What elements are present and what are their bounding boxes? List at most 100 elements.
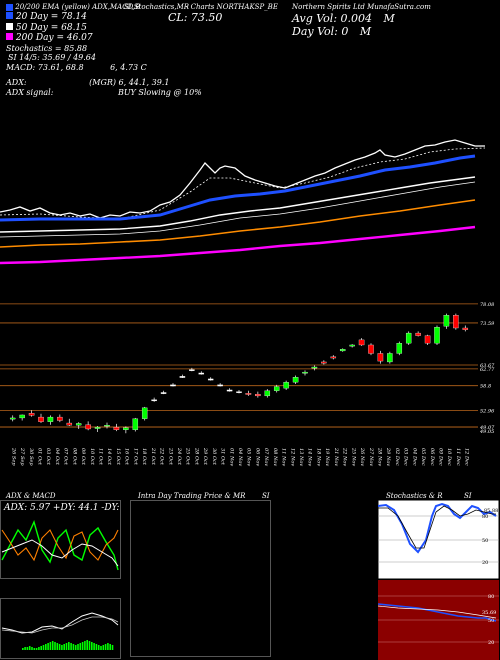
candle-bear: [321, 361, 327, 364]
date-tick-label: 13 Nov: [298, 448, 304, 466]
candle-bull: [198, 372, 205, 375]
ema20-swatch-icon: [6, 12, 13, 19]
candle-bull: [283, 382, 289, 389]
intraday-panel-title: Intra Day Trading Price & MR: [138, 492, 246, 500]
candle-bear: [255, 394, 261, 397]
ema20-line: [0, 154, 476, 222]
candle-bull: [311, 366, 318, 369]
candle-bear: [85, 424, 91, 430]
candle-bear: [453, 315, 459, 329]
date-tick-label: 24 Oct: [176, 447, 182, 466]
candle-bull: [47, 416, 54, 422]
date-tick-label: 11 Nov: [281, 448, 287, 466]
rsi-axis-20: 20: [488, 640, 494, 646]
date-tick-label: 01 Nov: [228, 448, 234, 466]
candle-bull: [170, 384, 176, 387]
price-level-label: 52.96: [480, 408, 495, 414]
price-level-label: 78.08: [480, 302, 494, 308]
date-tick-label: 12 Dec: [464, 448, 470, 466]
stoch-axis-50: 50: [482, 538, 488, 544]
date-tick-label: 02 Dec: [394, 448, 400, 466]
macd-bar: [47, 643, 49, 650]
candle-bear: [462, 327, 469, 330]
ema-short-dotted: [0, 147, 486, 220]
indicator-stats: 20 Day = 78.14 50 Day = 68.15 200 Day = …: [6, 12, 202, 97]
intraday-frame: [130, 500, 271, 657]
macd-bar: [79, 643, 82, 650]
macd-bar: [109, 644, 111, 650]
stoch-axis-20: 20: [482, 560, 488, 566]
date-tick-label: 18 Oct: [141, 448, 147, 466]
stoch-panel: 80 50 20 85.88 80 50 20 35.69: [378, 500, 499, 660]
header-line-left: 20/200 EMA (yellow) ADX,MACD,B: [15, 3, 141, 11]
candle-bull: [207, 378, 214, 381]
macd-bar: [81, 642, 84, 650]
rsi-axis-50: 50: [488, 618, 494, 624]
stoch-frame: [378, 500, 499, 579]
ema50-line: [0, 176, 476, 233]
candle-bull: [236, 391, 242, 393]
avg-vol-value: Avg Vol: 0.004: [292, 12, 373, 25]
candle-bear: [415, 332, 421, 336]
candle-bull: [226, 389, 233, 392]
ema50-value: 50 Day = 68.15: [15, 22, 87, 33]
legend-swatch-icon: [6, 3, 13, 11]
date-tick-label: 07 Oct: [63, 448, 69, 466]
candle-bull: [405, 332, 412, 344]
date-tick-label: 23 Oct: [167, 447, 173, 466]
candle-bull: [387, 353, 393, 363]
macd-bar: [97, 645, 100, 650]
candle-bull: [217, 384, 223, 387]
date-tick-label: 26 Nov: [359, 447, 365, 466]
adx-row: ADX: (MGR) 6, 44.1, 39.1: [6, 78, 202, 88]
day-vol-unit: M: [359, 25, 372, 38]
candles: [9, 313, 469, 434]
adx-vals: (MGR) 6, 44.1, 39.1: [89, 78, 170, 87]
date-tick-label: 16 Oct: [124, 448, 130, 466]
date-tick-label: 26 Sep: [10, 447, 16, 466]
macd-bar: [84, 641, 86, 650]
candle-bull: [9, 417, 16, 420]
date-tick-label: 03 Oct: [45, 448, 51, 466]
date-tick-label: 04 Oct: [54, 448, 60, 466]
candle-bear: [66, 422, 73, 426]
date-tick-label: 25 Oct: [185, 447, 191, 466]
date-tick-label: 18 Nov: [315, 448, 321, 466]
date-tick-label: 09 Dec: [437, 448, 443, 466]
adx-label: ADX:: [6, 78, 27, 87]
adx-readout: ADX: 5.97 +DY: 44.1 -DY: 39.13: [3, 503, 122, 513]
price-level-label: 73.59: [480, 321, 495, 327]
header-mid1: SI,Stochastics,MR: [124, 3, 190, 11]
adx-plus-line: [1, 519, 119, 571]
date-tick-label: 04 Nov: [237, 448, 243, 466]
date-tick-label: 10 Oct: [89, 448, 95, 466]
macd-histogram: [22, 640, 114, 650]
candle-bull: [434, 327, 440, 344]
macd-bar: [93, 643, 95, 650]
macd-bar: [33, 648, 36, 650]
ema20-value: 20 Day = 78.14: [15, 12, 87, 22]
candle-bear: [358, 339, 365, 346]
date-tick-label: 31 Oct: [220, 448, 226, 466]
ema-mid-line: [0, 181, 476, 238]
date-tick-label: 03 Dec: [403, 448, 409, 466]
date-tick-label: 09 Oct: [80, 448, 86, 466]
stoch-d-line: [378, 505, 496, 549]
candle-bull: [94, 427, 101, 429]
rsi-line: [378, 603, 497, 622]
macd-bar: [24, 647, 26, 650]
macd-bar: [70, 643, 72, 650]
macd-bar: [35, 648, 38, 650]
macd-bar: [74, 645, 77, 650]
date-tick-label: 12 Nov: [289, 448, 295, 466]
candle-bull: [396, 343, 403, 354]
macd-value: MACD: 73.61, 68.8: [6, 62, 84, 72]
candle-bull: [264, 390, 271, 397]
price-level-label: 62.77: [480, 367, 495, 373]
candle-bull: [151, 399, 157, 402]
rsi-line-white: [378, 605, 497, 619]
macd-bar: [88, 641, 91, 650]
ema200-line: [0, 225, 476, 265]
header-title-left: 20/200 EMA (yellow) ADX,MACD,B: [6, 3, 140, 11]
